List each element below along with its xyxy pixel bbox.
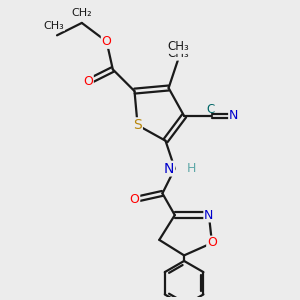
Text: CH₃: CH₃ — [167, 40, 189, 53]
Text: S: S — [133, 118, 142, 132]
Text: N: N — [204, 208, 214, 222]
Text: N: N — [229, 110, 238, 122]
Text: C: C — [206, 103, 214, 116]
Text: O: O — [207, 236, 217, 250]
Text: H: H — [187, 162, 196, 175]
Text: N: N — [164, 162, 174, 176]
Text: CH₂: CH₂ — [71, 8, 92, 18]
Text: O: O — [130, 193, 140, 206]
Text: O: O — [83, 75, 93, 88]
Text: CH₃: CH₃ — [44, 21, 64, 31]
Text: CH₃: CH₃ — [167, 47, 189, 60]
Text: O: O — [102, 35, 112, 48]
